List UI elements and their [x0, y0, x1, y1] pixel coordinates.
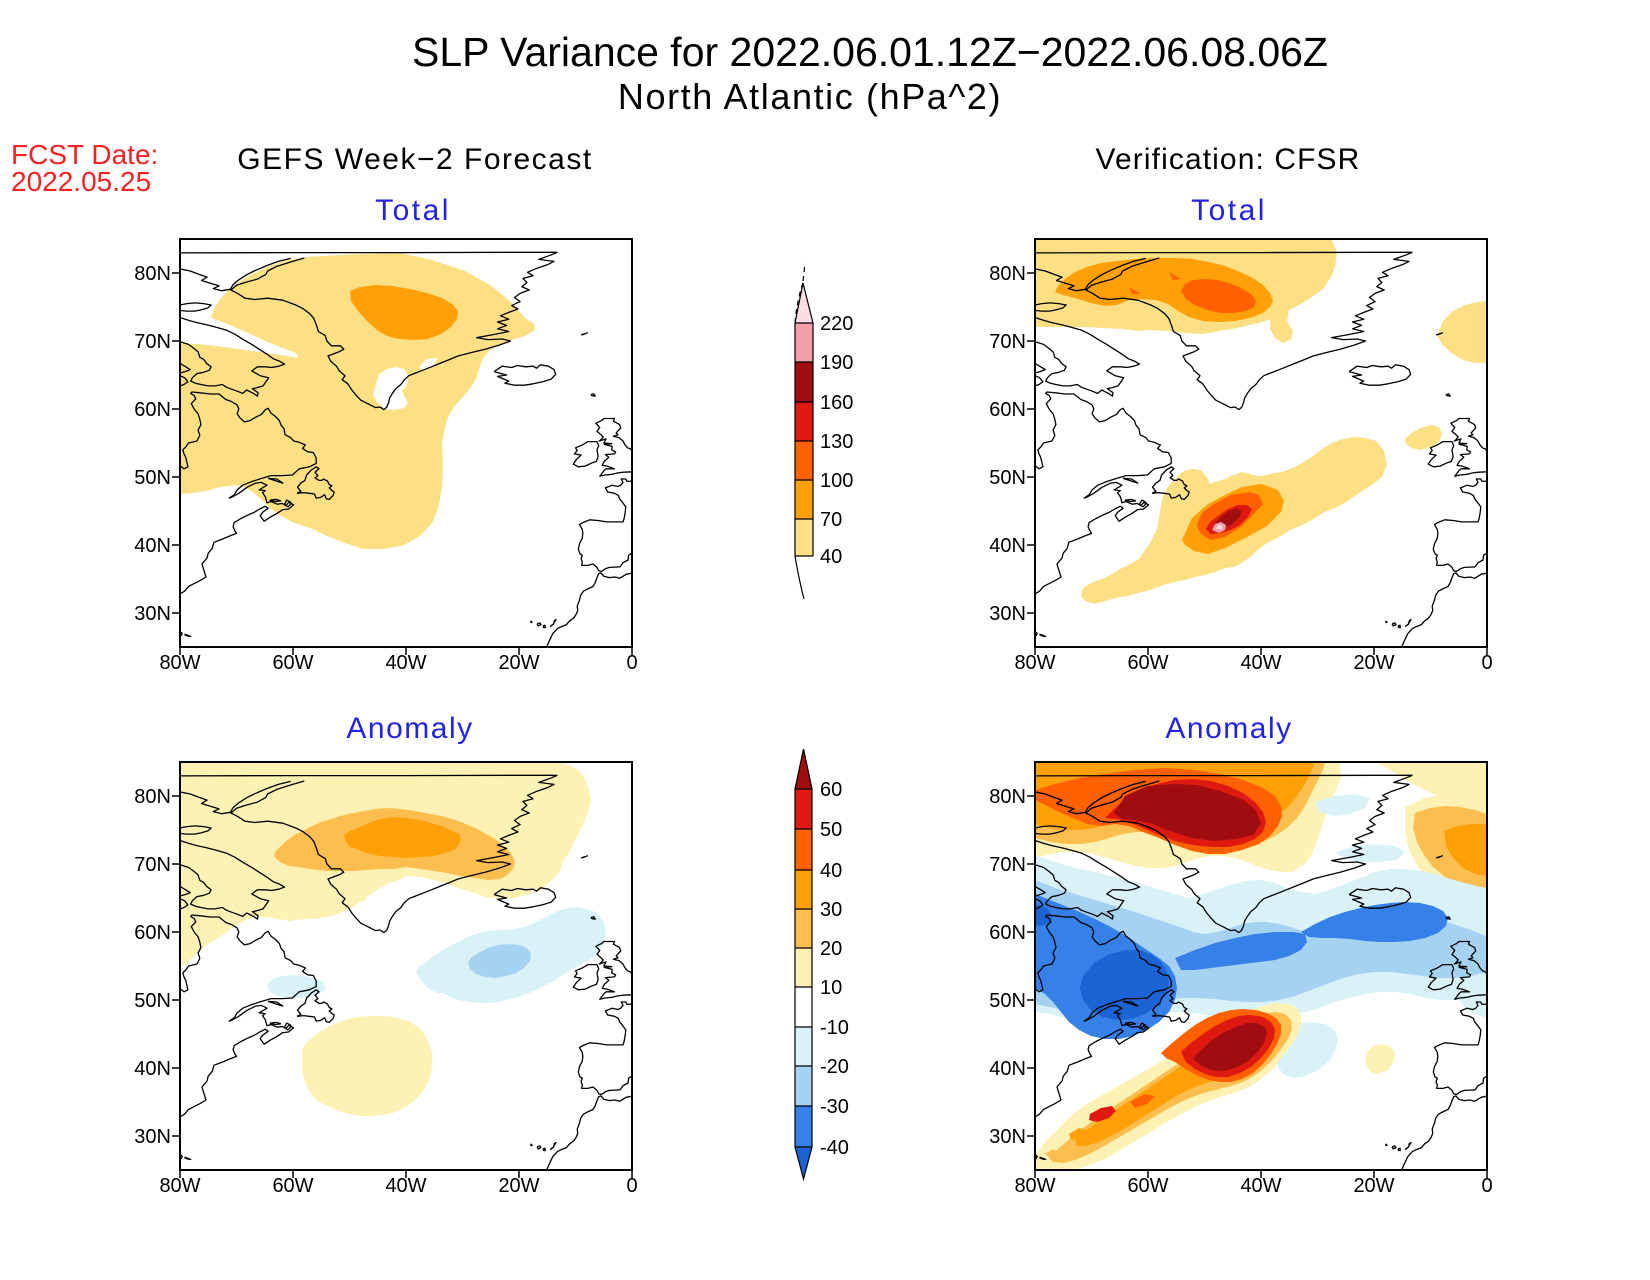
svg-text:20: 20	[820, 938, 842, 960]
svg-text:40N: 40N	[989, 1058, 1026, 1080]
svg-text:100: 100	[820, 470, 853, 492]
svg-text:60N: 60N	[989, 399, 1026, 421]
svg-text:80W: 80W	[1014, 1175, 1055, 1197]
svg-text:40W: 40W	[385, 1175, 426, 1197]
svg-text:50: 50	[820, 819, 842, 841]
svg-text:80N: 80N	[989, 263, 1026, 285]
svg-text:GEFS Week−2 Forecast: GEFS Week−2 Forecast	[237, 143, 592, 176]
svg-text:50N: 50N	[134, 467, 171, 489]
svg-text:80N: 80N	[134, 263, 171, 285]
svg-text:40N: 40N	[989, 535, 1026, 557]
svg-text:70N: 70N	[134, 331, 171, 353]
svg-text:70: 70	[820, 509, 842, 531]
svg-text:30N: 30N	[989, 603, 1026, 625]
svg-text:70N: 70N	[134, 854, 171, 876]
svg-text:60N: 60N	[134, 922, 171, 944]
svg-text:40: 40	[820, 546, 842, 568]
svg-text:40N: 40N	[134, 1058, 171, 1080]
svg-text:50N: 50N	[989, 467, 1026, 489]
svg-text:FCST Date:: FCST Date:	[11, 139, 158, 170]
svg-text:20W: 20W	[498, 1175, 539, 1197]
svg-text:20W: 20W	[1353, 1175, 1394, 1197]
svg-text:70N: 70N	[989, 331, 1026, 353]
svg-text:0: 0	[626, 1175, 637, 1197]
svg-text:80W: 80W	[159, 1175, 200, 1197]
svg-text:30: 30	[820, 899, 842, 921]
svg-text:70N: 70N	[989, 854, 1026, 876]
svg-text:Anomaly: Anomaly	[346, 712, 473, 745]
svg-text:40W: 40W	[1240, 1175, 1281, 1197]
svg-text:20W: 20W	[1353, 652, 1394, 674]
svg-text:40W: 40W	[1240, 652, 1281, 674]
svg-text:40W: 40W	[385, 652, 426, 674]
svg-text:SLP Variance for 2022.06.01.12: SLP Variance for 2022.06.01.12Z−2022.06.…	[412, 29, 1328, 75]
svg-text:60W: 60W	[1127, 652, 1168, 674]
svg-text:40N: 40N	[134, 535, 171, 557]
svg-text:0: 0	[1481, 1175, 1492, 1197]
svg-text:50N: 50N	[989, 990, 1026, 1012]
svg-text:80N: 80N	[134, 786, 171, 808]
svg-text:30N: 30N	[134, 603, 171, 625]
svg-text:2022.05.25: 2022.05.25	[11, 166, 151, 197]
svg-text:10: 10	[820, 977, 842, 999]
svg-text:50N: 50N	[134, 990, 171, 1012]
svg-text:60W: 60W	[272, 1175, 313, 1197]
svg-text:220: 220	[820, 313, 853, 335]
svg-text:-40: -40	[820, 1137, 849, 1159]
svg-text:160: 160	[820, 392, 853, 414]
svg-text:-10: -10	[820, 1017, 849, 1039]
svg-text:80W: 80W	[1014, 652, 1055, 674]
svg-text:80N: 80N	[989, 786, 1026, 808]
svg-text:60N: 60N	[134, 399, 171, 421]
svg-text:60W: 60W	[272, 652, 313, 674]
svg-text:30N: 30N	[134, 1126, 171, 1148]
svg-text:Verification: CFSR: Verification: CFSR	[1096, 143, 1361, 176]
svg-text:-20: -20	[820, 1056, 849, 1078]
svg-text:30N: 30N	[989, 1126, 1026, 1148]
svg-text:Anomaly: Anomaly	[1165, 712, 1292, 745]
svg-text:60N: 60N	[989, 922, 1026, 944]
svg-text:130: 130	[820, 431, 853, 453]
svg-text:North Atlantic (hPa^2): North Atlantic (hPa^2)	[618, 76, 1002, 117]
svg-text:60: 60	[820, 779, 842, 801]
svg-text:80W: 80W	[159, 652, 200, 674]
svg-text:-30: -30	[820, 1096, 849, 1118]
svg-text:60W: 60W	[1127, 1175, 1168, 1197]
svg-text:0: 0	[1481, 652, 1492, 674]
svg-text:Total: Total	[375, 194, 451, 227]
svg-text:20W: 20W	[498, 652, 539, 674]
svg-text:Total: Total	[1191, 194, 1267, 227]
svg-text:0: 0	[626, 652, 637, 674]
svg-text:190: 190	[820, 352, 853, 374]
svg-text:40: 40	[820, 860, 842, 882]
